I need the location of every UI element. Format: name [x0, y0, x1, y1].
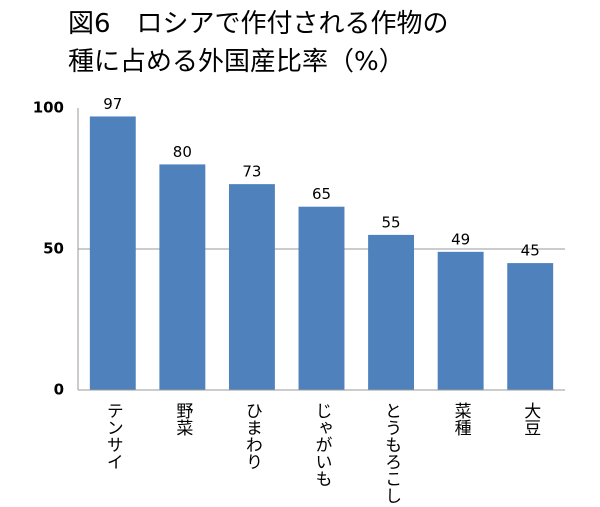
bar: [368, 234, 415, 390]
bar: [159, 164, 206, 390]
x-tick-label: テンサイ: [103, 402, 123, 470]
bar: [507, 263, 554, 390]
bar: [437, 251, 484, 390]
data-label: 45: [521, 242, 540, 260]
x-tick-label: じゃがいも: [312, 402, 332, 487]
data-label: 73: [242, 163, 261, 181]
x-tick-label: ひまわり: [242, 402, 262, 470]
y-tick-label: 50: [43, 240, 64, 258]
data-label: 55: [382, 213, 401, 231]
bar: [298, 206, 345, 390]
bar: [228, 184, 275, 390]
data-label: 65: [312, 185, 331, 203]
bar: [89, 116, 136, 391]
y-tick-label: 0: [54, 381, 64, 399]
x-tick-label: とうもろこし: [381, 402, 401, 504]
data-label: 80: [173, 143, 192, 161]
data-label: 97: [103, 95, 122, 113]
y-tick-label: 100: [33, 99, 64, 117]
data-label: 49: [451, 230, 470, 248]
x-tick-label: 菜種: [451, 402, 472, 436]
x-tick-label: 野菜: [172, 402, 193, 436]
chart-title: 種に占める外国産比率（%）: [68, 47, 405, 77]
chart-title: 図6 ロシアで作付される作物の: [68, 9, 449, 39]
x-tick-label: 大豆: [520, 402, 541, 436]
